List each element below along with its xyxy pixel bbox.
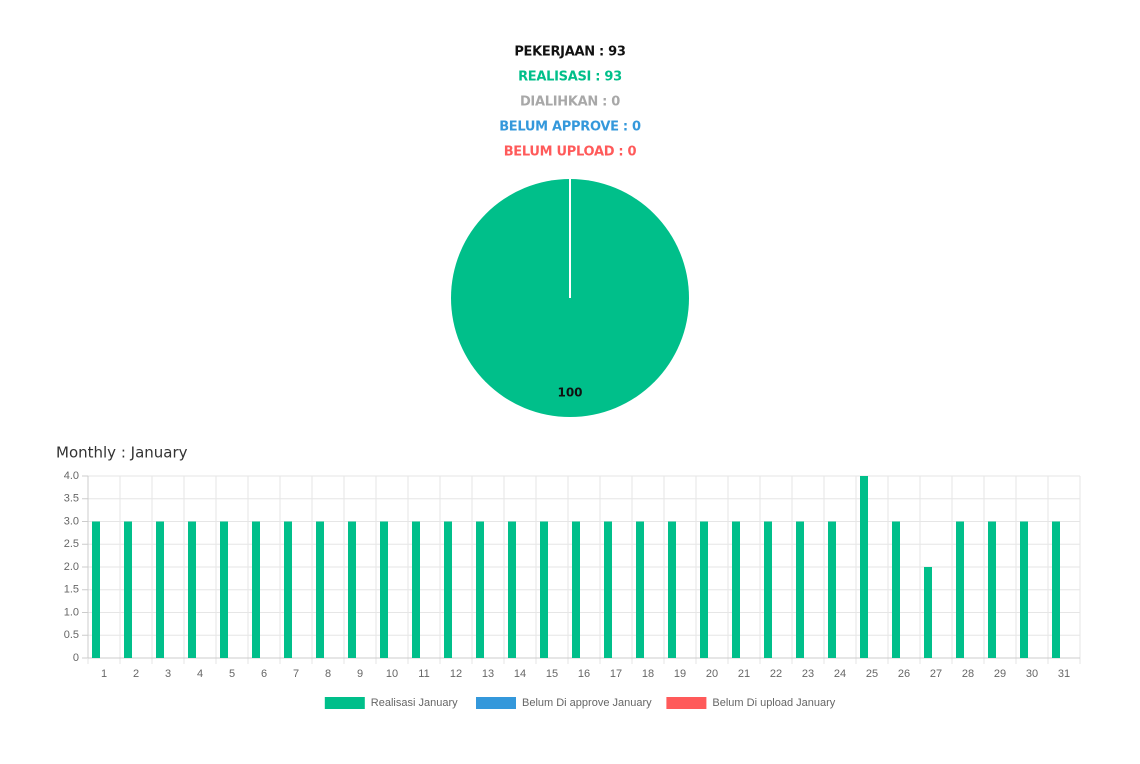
x-tick-label: 30 (1026, 668, 1038, 680)
bar (892, 521, 900, 658)
y-tick-label: 0.5 (64, 629, 79, 641)
bar (476, 521, 484, 658)
x-tick-label: 14 (514, 668, 526, 680)
bar (572, 521, 580, 658)
bar (380, 521, 388, 658)
x-tick-label: 28 (962, 668, 974, 680)
bar (828, 521, 836, 658)
x-tick-label: 25 (866, 668, 878, 680)
x-tick-label: 18 (642, 668, 654, 680)
bar (220, 521, 228, 658)
x-tick-label: 22 (770, 668, 782, 680)
x-tick-label: 19 (674, 668, 686, 680)
bar (348, 521, 356, 658)
x-tick-label: 1 (101, 668, 107, 680)
y-tick-label: 3.0 (64, 515, 79, 527)
bar (1052, 521, 1060, 658)
x-tick-label: 6 (261, 668, 267, 680)
legend-swatch (666, 697, 707, 709)
bar (124, 521, 132, 658)
legend-swatch (476, 697, 516, 709)
bar (860, 476, 868, 658)
legend-swatch (324, 697, 365, 709)
legend-label: Belum Di approve January (522, 697, 652, 709)
bar (444, 521, 452, 658)
bar (252, 521, 260, 658)
summary-line: DIALIHKAN : 0 (520, 95, 620, 110)
bar (636, 521, 644, 658)
x-tick-label: 27 (930, 668, 942, 680)
y-tick-label: 4.0 (64, 470, 79, 482)
x-tick-label: 3 (165, 668, 171, 680)
x-tick-label: 8 (325, 668, 331, 680)
bar (188, 521, 196, 658)
x-tick-label: 2 (133, 668, 139, 680)
bar (732, 521, 740, 658)
summary-line: PEKERJAAN : 93 (514, 45, 626, 60)
summary-line: REALISASI : 93 (518, 70, 622, 85)
x-tick-label: 31 (1058, 668, 1070, 680)
x-tick-label: 16 (578, 668, 590, 680)
bar (956, 521, 964, 658)
x-tick-label: 10 (386, 668, 398, 680)
bar (284, 521, 292, 658)
bar (604, 521, 612, 658)
x-tick-label: 4 (197, 668, 203, 680)
bar (508, 521, 516, 658)
x-tick-label: 24 (834, 668, 846, 680)
y-tick-label: 3.5 (64, 493, 79, 505)
bar (540, 521, 548, 658)
x-tick-label: 7 (293, 668, 299, 680)
bar (1020, 521, 1028, 658)
legend-label: Realisasi January (371, 697, 458, 709)
x-tick-label: 23 (802, 668, 814, 680)
x-tick-label: 29 (994, 668, 1006, 680)
bar (668, 521, 676, 658)
x-tick-label: 17 (610, 668, 622, 680)
bar (764, 521, 772, 658)
y-tick-label: 2.0 (64, 561, 79, 573)
pie-value-label: 100 (557, 386, 582, 400)
bar-chart-title: Monthly : January (56, 444, 188, 462)
x-tick-label: 12 (450, 668, 462, 680)
bar (92, 521, 100, 658)
summary-line: BELUM UPLOAD : 0 (504, 145, 637, 160)
x-tick-label: 11 (418, 668, 429, 680)
x-tick-label: 20 (706, 668, 718, 680)
bar (796, 521, 804, 658)
bar (700, 521, 708, 658)
y-tick-label: 1.0 (64, 606, 79, 618)
y-tick-label: 2.5 (64, 538, 79, 550)
x-tick-label: 21 (738, 668, 750, 680)
x-tick-label: 15 (546, 668, 558, 680)
x-tick-label: 26 (898, 668, 910, 680)
bar (924, 567, 932, 658)
summary-line: BELUM APPROVE : 0 (499, 120, 641, 135)
y-tick-label: 0 (73, 652, 79, 664)
x-tick-label: 13 (482, 668, 494, 680)
bar (156, 521, 164, 658)
x-tick-label: 9 (357, 668, 363, 680)
bar (988, 521, 996, 658)
bar (412, 521, 420, 658)
y-tick-label: 1.5 (64, 584, 79, 596)
x-tick-label: 5 (229, 668, 235, 680)
bar (316, 521, 324, 658)
legend-label: Belum Di upload January (712, 697, 835, 709)
